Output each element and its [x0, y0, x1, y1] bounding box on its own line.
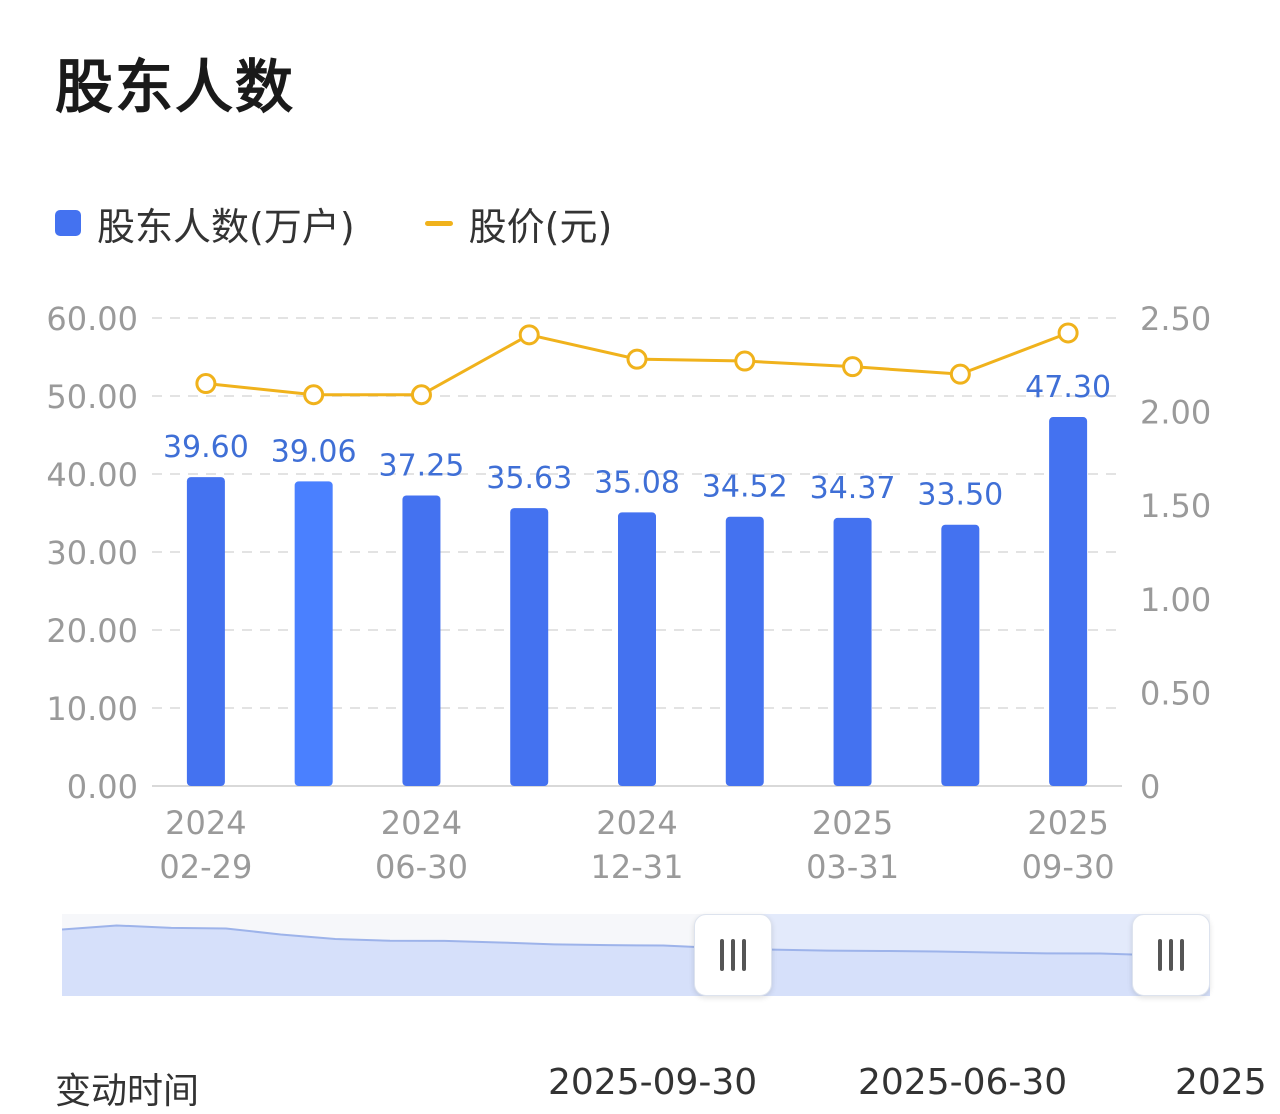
table-header-date: 2025 — [1175, 1062, 1267, 1103]
bar — [941, 524, 980, 786]
slider-handle-right[interactable] — [1132, 914, 1210, 996]
x-tick-label-date: 03-31 — [806, 848, 899, 886]
x-tick-label-date: 12-31 — [591, 848, 684, 886]
y-left-tick-label: 0.00 — [67, 768, 138, 806]
x-tick-label-year: 2024 — [165, 804, 246, 842]
bar — [1049, 417, 1088, 786]
price-point — [518, 324, 540, 346]
legend-bar-label: 股东人数(万户) — [97, 204, 355, 249]
y-left-tick-label: 20.00 — [46, 612, 138, 650]
bar — [833, 517, 872, 786]
y-right-tick-label: 0.50 — [1140, 674, 1211, 712]
x-tick-label-year: 2025 — [1027, 804, 1108, 842]
y-left-tick-label: 40.00 — [46, 456, 138, 494]
x-tick-label-year: 2024 — [596, 804, 677, 842]
bar-value-label: 47.30 — [1025, 370, 1111, 405]
bar — [402, 495, 441, 786]
grip-icon — [1158, 939, 1184, 971]
y-left-tick-label: 50.00 — [46, 378, 138, 416]
price-point — [734, 350, 756, 372]
bar-value-label: 37.25 — [378, 448, 464, 483]
y-right-tick-label: 2.50 — [1140, 300, 1211, 338]
table-header-date: 2025-09-30 — [548, 1062, 758, 1103]
bar-value-label: 35.08 — [594, 465, 680, 500]
bar — [618, 512, 656, 786]
y-left-tick-label: 60.00 — [46, 300, 138, 338]
bar-value-label: 39.06 — [271, 434, 357, 469]
bar-value-label: 34.52 — [702, 470, 788, 505]
bar-value-label: 33.50 — [917, 478, 1003, 513]
y-right-tick-label: 2.00 — [1140, 394, 1211, 432]
slider-handle-left[interactable] — [694, 914, 772, 996]
bar — [186, 477, 225, 786]
legend-item-price[interactable]: 股价(元) — [424, 196, 613, 251]
price-point — [949, 363, 971, 385]
table-header-label: 变动时间 — [55, 1071, 200, 1112]
price-point — [410, 384, 432, 406]
page-title: 股东人数 — [55, 53, 296, 121]
y-right-tick-label: 1.00 — [1140, 581, 1211, 619]
x-tick-label-date: 09-30 — [1022, 848, 1115, 886]
x-tick-label-date: 02-29 — [159, 848, 252, 886]
table-header-row: 变动时间 2025-09-30 2025-06-30 2025 — [0, 1062, 1280, 1112]
shareholder-chart: 0.00 10.00 20.00 30.00 40.00 50.00 60.00 0 0.50 1… — [46, 300, 1211, 886]
x-tick-label-year: 2024 — [381, 804, 462, 842]
grip-icon — [720, 939, 746, 971]
x-tick-label-date: 06-30 — [375, 848, 468, 886]
bar-value-label: 35.63 — [486, 461, 572, 496]
chart-legend: 股东人数(万户) 股价(元) — [55, 196, 682, 250]
bar — [510, 508, 549, 786]
y-right-tick-label: 0 — [1140, 768, 1160, 806]
bar-value-label: 39.60 — [163, 430, 249, 465]
overview-area — [61, 914, 1211, 996]
legend-line-label: 股价(元) — [468, 204, 613, 249]
y-right-tick-label: 1.50 — [1140, 487, 1211, 525]
price-point — [303, 384, 325, 406]
price-point — [626, 348, 648, 370]
y-left-tick-label: 10.00 — [46, 690, 138, 728]
bar — [294, 481, 333, 786]
y-left-tick-label: 30.00 — [46, 534, 138, 572]
overview-area-fill — [62, 925, 1210, 996]
legend-line-swatch — [424, 220, 453, 226]
price-point — [1057, 322, 1079, 344]
legend-bar-swatch — [55, 210, 81, 236]
range-slider[interactable] — [61, 914, 1211, 996]
overview-line — [61, 924, 1211, 957]
bar-value-label: 34.37 — [810, 471, 896, 506]
legend-item-shareholders[interactable]: 股东人数(万户) — [55, 196, 355, 251]
price-point — [842, 356, 864, 378]
x-tick-label-year: 2025 — [812, 804, 893, 842]
table-header-date: 2025-06-30 — [858, 1062, 1068, 1103]
price-point — [195, 373, 217, 395]
bar — [725, 516, 764, 786]
